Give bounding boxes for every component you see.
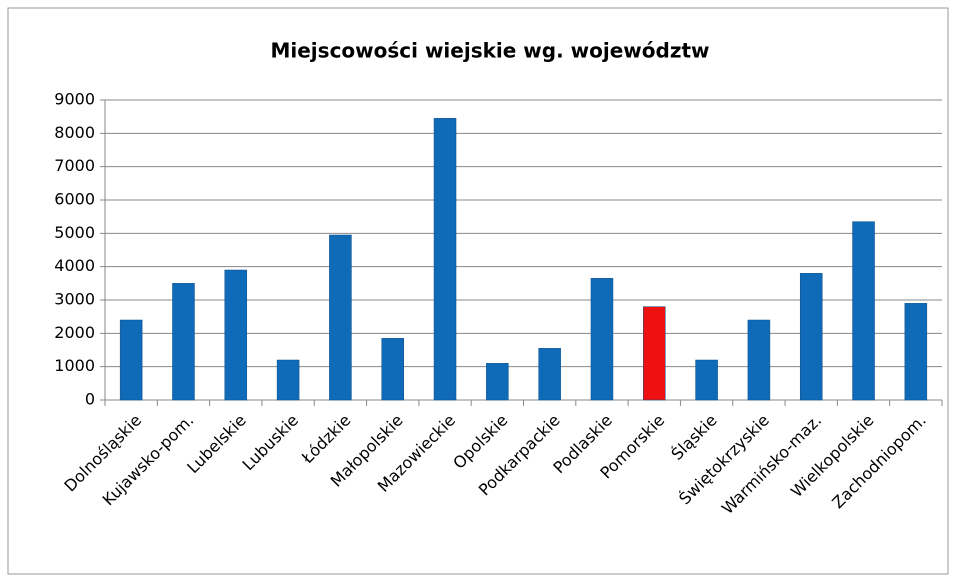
bar [538,348,561,401]
bar [643,306,666,401]
bar [695,359,718,401]
y-tick-label: 1000 [54,356,95,375]
y-tick-label: 6000 [54,190,95,209]
chart-frame [7,7,949,575]
bar [747,319,771,401]
bar [276,359,300,401]
y-tick-label: 5000 [54,223,95,242]
bar [329,234,352,401]
y-tick-label: 3000 [54,290,95,309]
bar [119,319,143,401]
y-tick-label: 0 [85,390,95,409]
y-tick-label: 4000 [54,256,95,275]
bar [433,118,457,401]
bar [799,273,823,401]
bar [486,363,509,401]
bar [852,221,875,401]
chart-title: Miejscowości wiejskie wg. województw [270,39,709,63]
bar [590,278,614,401]
y-tick-label: 7000 [54,156,95,175]
y-tick-label: 8000 [54,123,95,142]
bar [172,283,195,401]
bar [224,269,248,401]
bar [904,303,928,401]
y-tick-label: 9000 [54,90,95,109]
y-tick-label: 2000 [54,323,95,342]
bar [381,338,404,401]
